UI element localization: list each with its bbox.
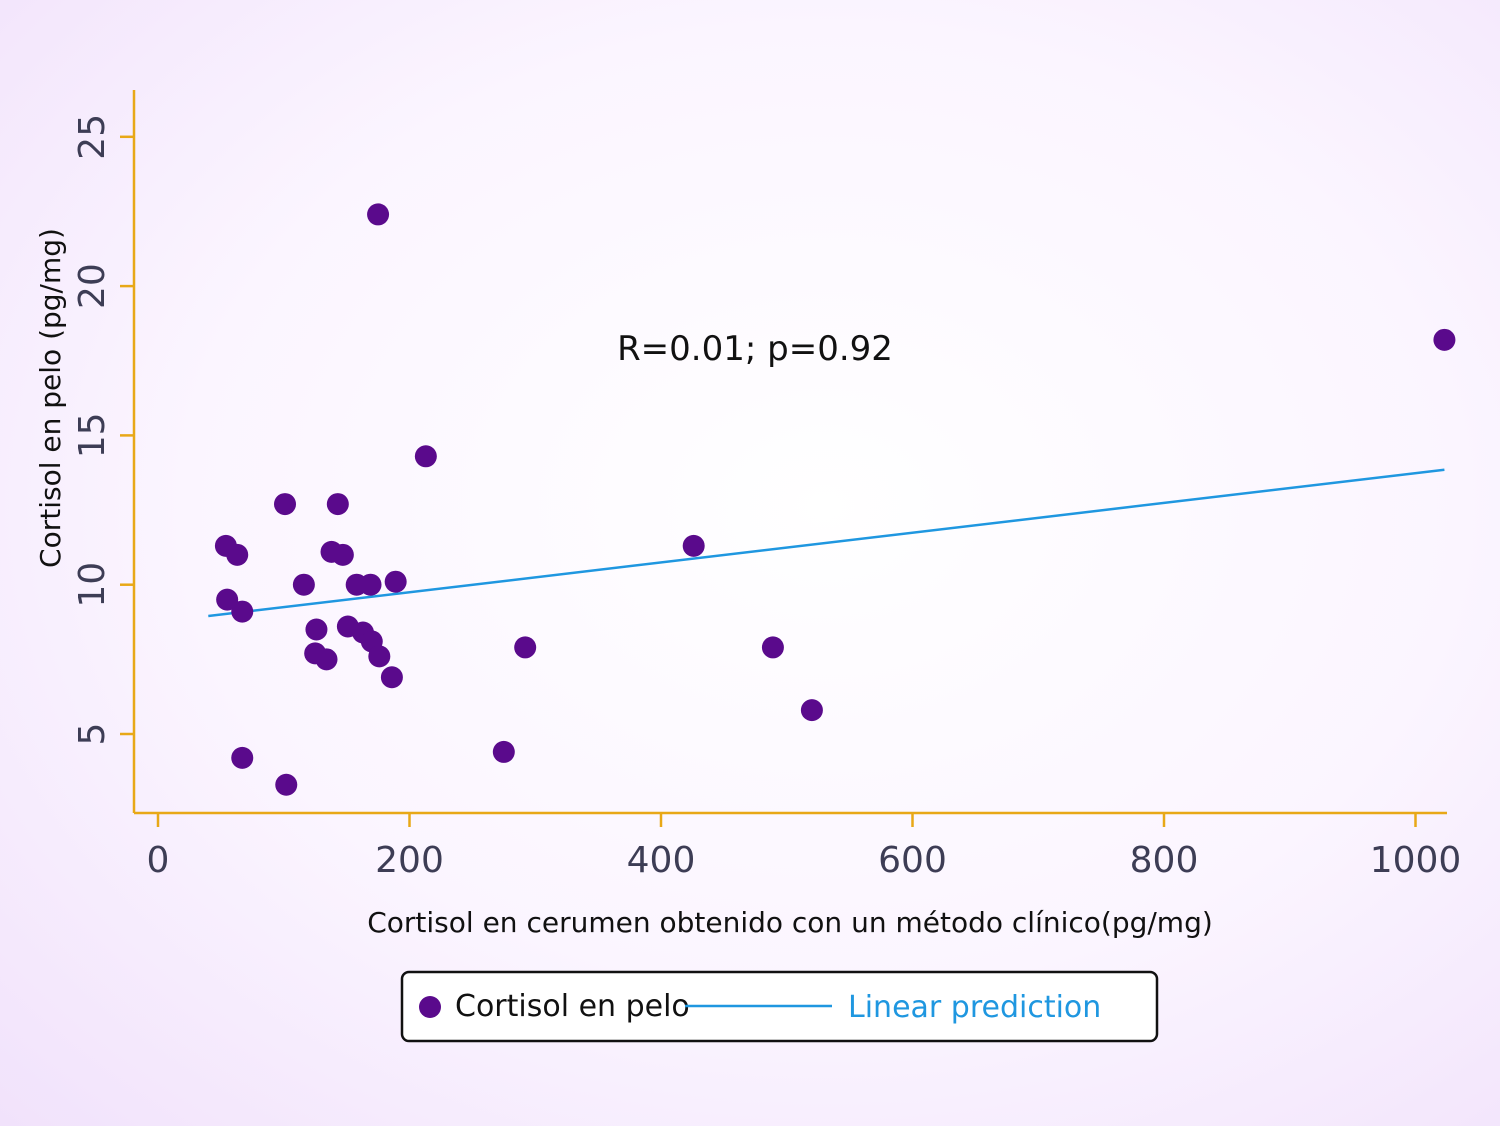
data-point	[359, 573, 382, 596]
data-point	[274, 493, 297, 516]
x-tick-label: 600	[878, 840, 947, 881]
x-tick-label: 800	[1130, 840, 1199, 881]
axes: 0 200 400 600 800 1000 5 10 15 20 25	[72, 90, 1461, 881]
y-axis-title: Cortisol en pelo (pg/mg)	[34, 228, 67, 568]
data-point	[1433, 328, 1456, 351]
data-point	[231, 746, 254, 769]
data-point	[414, 445, 437, 468]
y-tick-label: 20	[72, 263, 113, 309]
legend-marker-scatter	[419, 996, 441, 1018]
x-tick-label: 0	[147, 840, 170, 881]
data-point	[367, 203, 390, 226]
legend-label-scatter: Cortisol en pelo	[455, 989, 690, 1024]
data-point	[800, 699, 823, 722]
data-point	[380, 666, 403, 689]
data-point	[368, 645, 391, 668]
data-point	[275, 773, 298, 796]
data-point	[305, 618, 328, 641]
legend-label-line: Linear prediction	[848, 990, 1101, 1025]
data-point	[331, 543, 354, 566]
y-tick-label: 5	[72, 723, 113, 746]
x-axis-title: Cortisol en cerumen obtenido con un méto…	[367, 906, 1213, 939]
data-point	[231, 600, 254, 623]
data-point	[326, 493, 349, 516]
data-point	[315, 648, 338, 671]
y-tick-label: 10	[72, 562, 113, 608]
x-tick-label: 400	[627, 840, 696, 881]
legend: Cortisol en pelo Linear prediction	[400, 970, 1159, 1043]
data-point	[384, 570, 407, 593]
correlation-annotation: R=0.01; p=0.92	[617, 329, 893, 369]
data-point	[761, 636, 784, 659]
y-tick-label: 25	[72, 114, 113, 160]
data-point	[216, 588, 239, 611]
y-tick-label: 15	[72, 412, 113, 458]
plot-marks	[208, 203, 1456, 796]
linear-prediction-line	[208, 468, 1445, 618]
data-point	[226, 543, 249, 566]
x-tick-label: 200	[375, 840, 444, 881]
x-tick-label: 1000	[1370, 840, 1462, 881]
data-point	[682, 534, 705, 557]
data-point	[514, 636, 537, 659]
data-point	[492, 740, 515, 763]
data-point	[292, 573, 315, 596]
